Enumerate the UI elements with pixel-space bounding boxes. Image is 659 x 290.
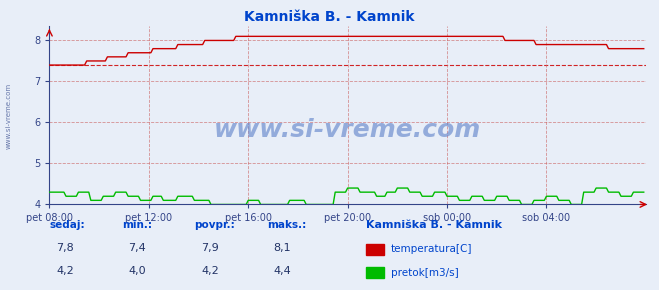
Text: 4,2: 4,2 [201,266,219,276]
Text: sedaj:: sedaj: [49,220,85,230]
Text: 4,2: 4,2 [56,266,74,276]
Text: maks.:: maks.: [267,220,306,230]
Text: Kamniška B. - Kamnik: Kamniška B. - Kamnik [244,10,415,24]
Text: 8,1: 8,1 [273,243,291,253]
Text: pretok[m3/s]: pretok[m3/s] [391,268,459,278]
Text: min.:: min.: [122,220,152,230]
Text: 7,9: 7,9 [201,243,219,253]
Text: 7,4: 7,4 [129,243,146,253]
Text: 4,4: 4,4 [273,266,291,276]
Text: Kamniška B. - Kamnik: Kamniška B. - Kamnik [366,220,501,230]
Text: 7,8: 7,8 [56,243,74,253]
Text: povpr.:: povpr.: [194,220,235,230]
Text: temperatura[C]: temperatura[C] [391,244,473,254]
Text: 4,0: 4,0 [129,266,146,276]
Text: www.si-vreme.com: www.si-vreme.com [214,117,481,142]
Text: www.si-vreme.com: www.si-vreme.com [5,83,11,149]
